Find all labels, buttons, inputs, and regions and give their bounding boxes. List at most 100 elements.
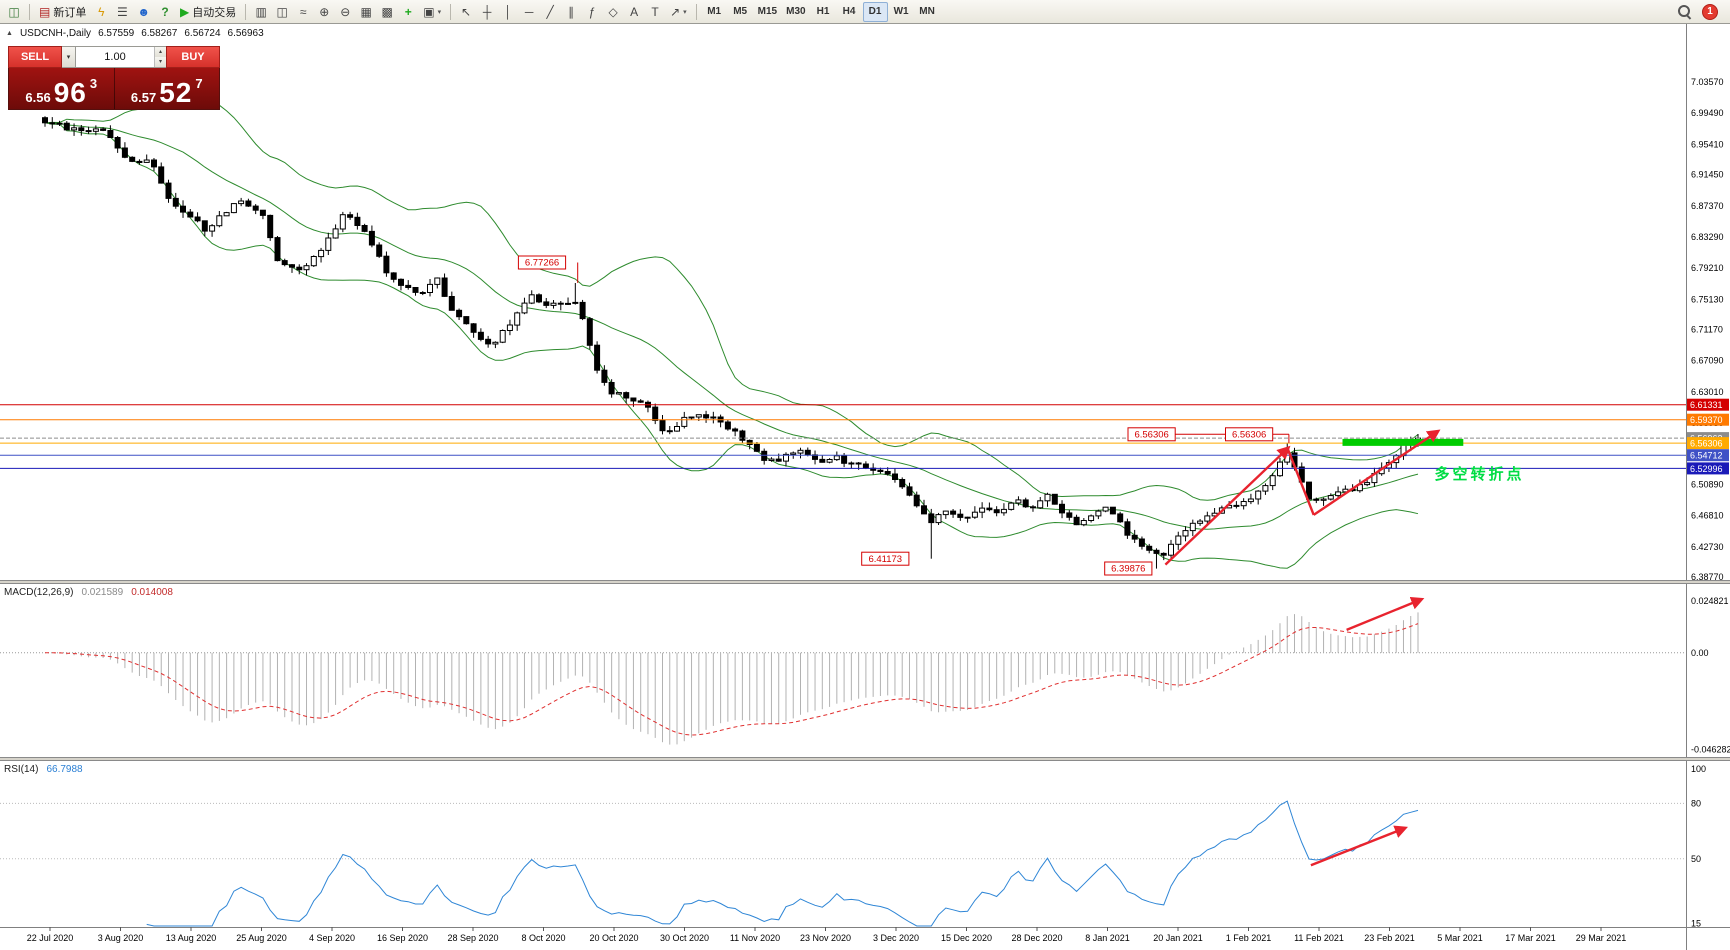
buy-button[interactable]: BUY (166, 46, 220, 68)
toolbar-favorites-button[interactable]: ϟ (91, 2, 111, 22)
toolbar-crosshair-button[interactable]: ┼ (477, 2, 497, 22)
one-click-collapse-arrow[interactable]: ▲ (6, 30, 13, 37)
svg-text:17 Mar 2021: 17 Mar 2021 (1505, 933, 1556, 943)
svg-text:28 Sep 2020: 28 Sep 2020 (447, 933, 498, 943)
timeframe-mn-button[interactable]: MN (919, 6, 935, 17)
svg-text:7.03570: 7.03570 (1691, 77, 1724, 87)
bid-quote[interactable]: 6.56 96 3 (9, 68, 115, 109)
toolbar-text-button[interactable]: A (624, 2, 644, 22)
toolbar-fibonacci-button[interactable]: ƒ (582, 2, 602, 22)
svg-text:3 Dec 2020: 3 Dec 2020 (873, 933, 919, 943)
toolbar-indicators-button[interactable]: + (398, 2, 418, 22)
svg-text:6.87370: 6.87370 (1691, 201, 1724, 211)
toolbar-new-order-button[interactable]: ▤ 新订单 (35, 2, 90, 22)
volume-down-icon[interactable]: ▾ (155, 57, 166, 67)
timeframe-h4-button[interactable]: H4 (842, 6, 856, 17)
timeframe-h1-button[interactable]: H1 (816, 6, 830, 17)
svg-text:6.63010: 6.63010 (1691, 387, 1724, 397)
bid-prefix: 6.56 (25, 90, 51, 105)
timeframe-m15-button[interactable]: M15 (757, 6, 778, 17)
toolbar-chart-line-button[interactable]: ≈ (293, 2, 313, 22)
toolbar-cursor-button[interactable]: ↖ (456, 2, 476, 22)
toolbar-trendline-button[interactable]: ╱ (540, 2, 560, 22)
volume-up-icon[interactable]: ▴ (155, 47, 166, 57)
toolbar-auto-arrange-button[interactable]: ▩ (377, 2, 397, 22)
timeframe-m1-button[interactable]: M1 (707, 6, 722, 17)
toolbar-horizontal-line-button[interactable]: ─ (519, 2, 539, 22)
toolbar-arrow-tools-button[interactable]: ↗ ▾ (666, 2, 691, 22)
trendline-icon: ╱ (546, 4, 554, 19)
toolbar-text-label-button[interactable]: T (645, 2, 665, 22)
ask-quote[interactable]: 6.57 52 7 (115, 68, 220, 109)
svg-text:0.00: 0.00 (1691, 648, 1709, 658)
svg-text:6.67090: 6.67090 (1691, 356, 1724, 366)
svg-text:8 Oct 2020: 8 Oct 2020 (521, 933, 565, 943)
shapes-icon: ◇ (608, 4, 618, 19)
timeframe-w1-button[interactable]: W1 (893, 6, 909, 17)
quote-panel: 6.56 96 3 6.57 52 7 (8, 68, 220, 110)
notification-badge[interactable]: 1 (1702, 3, 1718, 20)
bid-big-digits: 96 (53, 77, 87, 108)
svg-text:6.54712: 6.54712 (1690, 451, 1723, 461)
one-click-trading-panel: SELL ▾ 1.00 ▴ ▾ BUY 6.56 96 3 6.57 52 7 (8, 46, 220, 110)
volume-stepper[interactable]: ▴ ▾ (154, 47, 166, 67)
autotrading-icon: ▶ (179, 4, 190, 19)
svg-text:8 Jan 2021: 8 Jan 2021 (1085, 933, 1130, 943)
chart-ohlc-header: ▲ USDCNH-,Daily 6.57559 6.58267 6.56724 … (6, 28, 264, 39)
toolbar-chart-candles-button[interactable]: ◫ (272, 2, 292, 22)
toolbar-market-watch-button[interactable]: ☰ (112, 2, 132, 22)
rsi-indicator-header: RSI(14) 66.7988 (4, 764, 83, 775)
toolbar-autotrading-button[interactable]: ▶ 自动交易 (176, 2, 240, 22)
svg-text:6.46810: 6.46810 (1691, 511, 1724, 521)
chart-candles-icon: ◫ (276, 4, 288, 19)
svg-text:100: 100 (1691, 764, 1706, 774)
svg-text:6.50890: 6.50890 (1691, 479, 1724, 489)
ask-prefix: 6.57 (130, 90, 157, 105)
rsi-title: RSI(14) (4, 764, 39, 775)
macd-signal-value: 0.014008 (131, 587, 173, 598)
toolbar-equidistant-channel-button[interactable]: ∥ (561, 2, 581, 22)
time-axis: 22 Jul 2020 3 Aug 2020 13 Aug 2020 25 Aug 2… (0, 927, 1730, 943)
svg-text:6.79210: 6.79210 (1691, 263, 1724, 273)
volume-field[interactable]: 1.00 ▴ ▾ (76, 46, 166, 68)
svg-text:20 Jan 2021: 20 Jan 2021 (1153, 933, 1203, 943)
favorites-icon: ϟ (98, 4, 105, 19)
svg-text:50: 50 (1691, 854, 1701, 864)
toolbar-shapes-button[interactable]: ◇ (603, 2, 623, 22)
svg-text:6.52996: 6.52996 (1690, 464, 1723, 474)
toolbar-chart-bars-button[interactable]: ▥ (251, 2, 271, 22)
svg-text:23 Feb 2021: 23 Feb 2021 (1364, 933, 1415, 943)
timeframe-m30-button[interactable]: M30 (786, 6, 806, 17)
toolbar-vertical-line-button[interactable]: │ (498, 2, 518, 22)
sell-button[interactable]: SELL (8, 46, 62, 68)
svg-text:22 Jul 2020: 22 Jul 2020 (27, 933, 74, 943)
toolbar-community-button[interactable]: ☻ (133, 2, 154, 22)
svg-text:6.83290: 6.83290 (1691, 232, 1724, 242)
volume-value[interactable]: 1.00 (104, 51, 126, 63)
toolbar-templates-button[interactable]: ▣ ▾ (419, 2, 445, 22)
volume-dropdown-button[interactable]: ▾ (62, 46, 76, 68)
svg-text:11 Nov 2020: 11 Nov 2020 (730, 933, 780, 943)
chart-line-icon: ≈ (299, 4, 307, 19)
macd-pane (0, 596, 1686, 745)
new-order-icon: ▤ (39, 4, 51, 19)
svg-text:28 Dec 2020: 28 Dec 2020 (1011, 933, 1062, 943)
svg-text:多空转折点: 多空转折点 (1434, 465, 1524, 483)
svg-text:6.71170: 6.71170 (1691, 325, 1723, 335)
svg-text:6.61331: 6.61331 (1690, 400, 1723, 410)
chart-window-icon: ◫ (8, 4, 20, 19)
search-icon[interactable] (1677, 4, 1692, 19)
tile-windows-icon: ▦ (360, 4, 372, 19)
toolbar-tile-windows-button[interactable]: ▦ (356, 2, 376, 22)
timeframe-d1-button[interactable]: D1 (862, 1, 888, 22)
timeframe-m5-button[interactable]: M5 (733, 6, 748, 17)
toolbar-chart-window-button[interactable]: ◫ (4, 2, 24, 22)
svg-text:6.95410: 6.95410 (1691, 139, 1724, 149)
svg-text:6.42730: 6.42730 (1691, 542, 1724, 552)
toolbar-new-order-label: 新订单 (53, 6, 87, 19)
toolbar-zoom-out-button[interactable]: ⊖ (335, 2, 355, 22)
toolbar-zoom-in-button[interactable]: ⊕ (314, 2, 334, 22)
toolbar-help-button[interactable]: ? (155, 2, 175, 22)
svg-text:30 Oct 2020: 30 Oct 2020 (660, 933, 709, 943)
